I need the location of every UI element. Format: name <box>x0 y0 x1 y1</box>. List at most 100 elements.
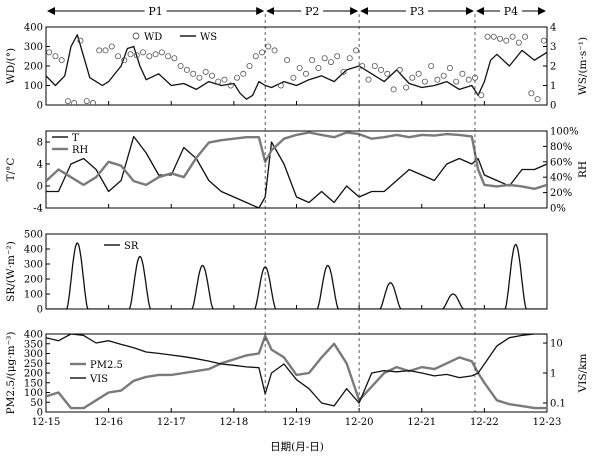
y-axis-label-right-temp: RH <box>577 161 589 178</box>
y-tick-label-left: 0 <box>37 408 43 419</box>
y-tick-label-right: 4 <box>550 23 556 34</box>
wd-point <box>108 43 115 50</box>
wd-point <box>115 53 122 60</box>
wd-point <box>484 33 491 40</box>
wd-point <box>221 76 228 83</box>
data-pm <box>46 334 547 410</box>
wd-point <box>64 98 71 105</box>
y-tick-label-left: 400 <box>24 330 43 341</box>
wd-point <box>365 76 372 83</box>
y-tick-label-left: 4 <box>37 160 43 171</box>
wd-point <box>77 37 84 44</box>
wd-point <box>396 66 403 73</box>
x-tick-label: 12-16 <box>94 417 123 428</box>
wd-point <box>534 96 541 103</box>
period-label-P2: P2 <box>305 5 319 18</box>
legend-label-WS: WS <box>200 32 217 43</box>
y-axis-label-left-temp: T/°C <box>5 158 17 182</box>
legend-label-T: T <box>72 133 79 144</box>
y-tick-label-left: 8 <box>37 138 43 149</box>
x-tick-label: 12-15 <box>32 417 61 428</box>
period-markers: P1 P2 P3 P4 <box>47 5 546 18</box>
wd-point <box>196 74 203 81</box>
y-tick-label-right: 80% <box>550 142 572 153</box>
data-sr <box>46 242 547 309</box>
y-tick-label-left: 0 <box>37 101 43 112</box>
data-wind <box>46 33 547 105</box>
series-line-T <box>46 135 547 208</box>
y-tick-label-left: 0 <box>37 182 43 193</box>
wd-point <box>127 51 134 58</box>
panel-wind: 0 100 200 300 400 WD/(°) 0 1 2 3 4 WS/(m·s⁻¹) WD WS <box>5 23 589 112</box>
y-axis-label-left-sr: SR/(W·m⁻²) <box>5 241 17 302</box>
wd-point <box>540 37 547 44</box>
y-tick-label-left: 400 <box>24 23 43 34</box>
y-tick-label-left: 100 <box>24 81 43 92</box>
wd-point <box>497 35 504 42</box>
series-line-PM2.5 <box>46 334 547 410</box>
wd-point <box>421 78 428 85</box>
y-axis-label-left-wind: WD/(°) <box>5 48 17 84</box>
y-tick-label-left: 400 <box>24 245 43 256</box>
series-line-WS <box>46 34 547 100</box>
wd-point <box>403 84 410 91</box>
data-temp <box>46 131 547 208</box>
wd-point <box>378 66 385 73</box>
y-axis-label-left-pm: PM2.5/(μg·m⁻³) <box>5 332 17 415</box>
wd-point <box>215 78 222 85</box>
wd-point <box>503 37 510 44</box>
wd-point <box>227 82 234 89</box>
y-tick-label-right: 0.1 <box>550 398 566 409</box>
wd-point <box>340 68 347 75</box>
wd-point <box>265 43 272 50</box>
period-label-P4: P4 <box>504 5 518 18</box>
wd-point <box>440 72 447 79</box>
wd-point <box>202 68 209 75</box>
legend-sr: SR <box>104 241 139 252</box>
period-dividers <box>264 14 476 412</box>
y-tick-label-left: 0 <box>37 305 43 316</box>
wd-point <box>234 74 241 81</box>
wd-point <box>183 66 190 73</box>
period-label-P1: P1 <box>148 5 162 18</box>
wd-point <box>152 51 159 58</box>
wd-point <box>296 64 303 71</box>
wd-point <box>390 86 397 93</box>
wd-point <box>158 49 165 56</box>
wd-point <box>259 49 266 56</box>
wd-point <box>146 53 153 60</box>
y-tick-label-left: -4 <box>33 204 43 215</box>
legend-label-RH: RH <box>72 145 89 156</box>
legend-label-WD: WD <box>144 32 162 43</box>
wd-point <box>459 70 466 77</box>
x-tick-label: 12-19 <box>282 417 311 428</box>
legend-marker-WD <box>132 32 140 40</box>
panel-sr: 0 100 200 300 400 500 SR/(W·m⁻²) SR <box>5 230 548 316</box>
wd-point <box>52 53 59 60</box>
wd-point <box>321 55 328 62</box>
wd-point <box>46 49 53 56</box>
x-tick-label: 12-20 <box>345 417 374 428</box>
x-tick-label: 12-17 <box>157 417 186 428</box>
y-tick-label-right: 2 <box>550 62 556 73</box>
y-tick-label-left: 200 <box>24 62 43 73</box>
wd-point <box>509 33 516 40</box>
x-tick-label: 12-18 <box>219 417 248 428</box>
wd-point <box>96 47 103 54</box>
y-tick-label-left: 150 <box>24 378 43 389</box>
wd-point <box>309 57 316 64</box>
wd-point <box>346 55 353 62</box>
wd-point <box>415 70 422 77</box>
y-tick-label-right: 20% <box>550 188 572 199</box>
panel-frame-sr <box>45 233 548 310</box>
y-tick-label-right: 0 <box>550 101 556 112</box>
wd-point <box>165 53 172 60</box>
wd-point <box>352 47 359 54</box>
series-line-SR <box>46 242 547 309</box>
y-tick-label-left: 350 <box>24 339 43 350</box>
y-tick-label-left: 500 <box>24 230 43 241</box>
